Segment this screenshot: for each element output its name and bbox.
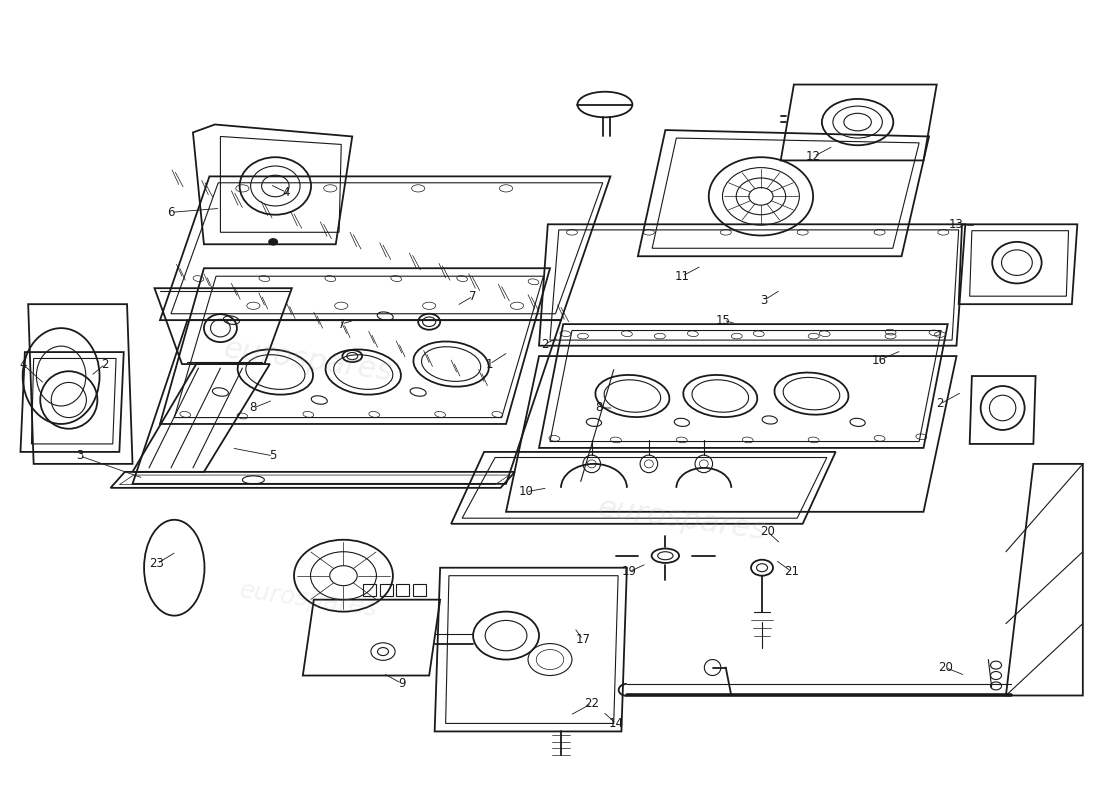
Text: 3: 3 [76, 450, 84, 462]
Bar [396, 585, 409, 596]
Text: 5: 5 [270, 450, 277, 462]
Text: 2: 2 [101, 358, 109, 370]
Text: eurospares: eurospares [222, 334, 395, 386]
Text: 3: 3 [760, 294, 768, 306]
Text: 21: 21 [784, 566, 800, 578]
Text: 2: 2 [541, 338, 548, 350]
Text: 22: 22 [584, 697, 600, 710]
Text: 16: 16 [872, 354, 887, 366]
Text: 13: 13 [949, 218, 964, 231]
Text: 1: 1 [486, 358, 493, 370]
Text: 23: 23 [150, 558, 164, 570]
Text: 6: 6 [167, 206, 175, 219]
Text: 11: 11 [674, 270, 690, 282]
Bar [379, 585, 393, 596]
Text: 14: 14 [608, 717, 624, 730]
Bar [412, 585, 426, 596]
Text: 20: 20 [938, 661, 953, 674]
Text: eurospares: eurospares [595, 494, 768, 546]
Text: 9: 9 [398, 677, 406, 690]
Ellipse shape [268, 238, 277, 245]
Text: 7: 7 [338, 318, 345, 330]
Text: 17: 17 [575, 633, 591, 646]
Text: 19: 19 [621, 566, 637, 578]
Text: 15: 15 [716, 314, 732, 326]
Text: 12: 12 [806, 150, 822, 163]
Text: 2: 2 [936, 398, 944, 410]
Text: 10: 10 [518, 486, 534, 498]
Text: eurospares: eurospares [238, 578, 380, 622]
Text: 8: 8 [250, 402, 257, 414]
Text: 7: 7 [470, 290, 476, 302]
Text: 20: 20 [760, 526, 775, 538]
Bar [363, 585, 376, 596]
Text: 4: 4 [283, 186, 290, 199]
Text: 8: 8 [596, 402, 603, 414]
Text: 4: 4 [19, 358, 26, 370]
